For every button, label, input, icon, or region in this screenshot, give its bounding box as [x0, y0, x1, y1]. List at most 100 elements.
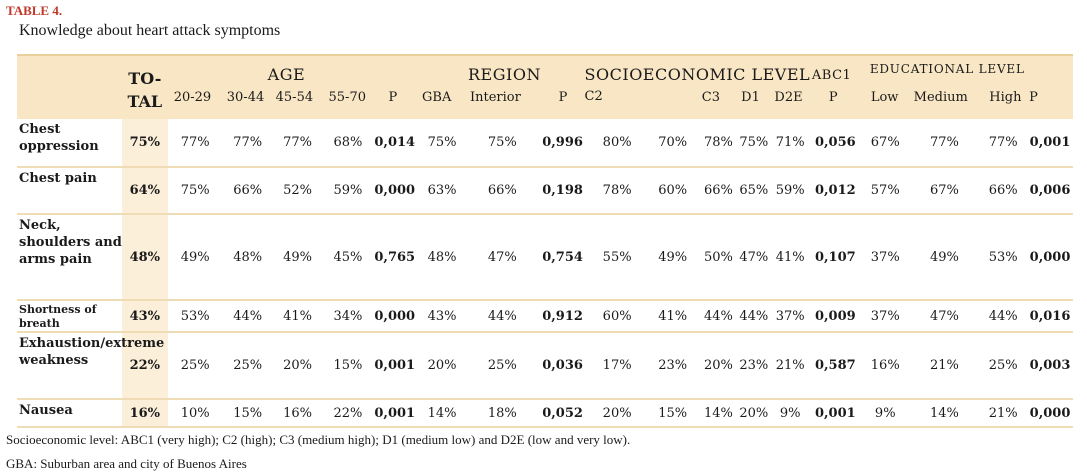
table-cell: 45%: [322, 214, 374, 301]
table-cell: 59%: [770, 167, 810, 215]
table-cell: 0,001: [373, 399, 417, 428]
col-socio-d1: D1: [741, 90, 760, 105]
col-age-45-54: 45-54: [275, 90, 314, 105]
table-cell: 20%: [416, 332, 468, 400]
table-cell: 52%: [272, 167, 323, 215]
table-cell: 0,001: [809, 399, 861, 428]
header-socio-p: ABC1 P: [809, 54, 861, 119]
table-cell: 47%: [909, 300, 980, 333]
table-cell: 44%: [737, 300, 771, 333]
table-cell: 50%: [699, 214, 738, 301]
table-cell: 0,000: [1027, 399, 1073, 428]
col-socio-c2: C2: [584, 89, 603, 104]
table-row: Shortness of breath 43% 53% 44% 41% 34% 0,000 4…: [17, 300, 1073, 333]
table-cell: 18%: [468, 399, 537, 428]
table-cell: 65%: [737, 167, 771, 215]
table-cell: 49%: [272, 214, 323, 301]
table-cell: 15%: [222, 399, 273, 428]
table-cell: 80%: [588, 119, 646, 168]
cell-total: 75%: [121, 119, 168, 168]
table-cell: 37%: [770, 300, 810, 333]
header-region-p: P: [536, 54, 589, 119]
header-age-2: 30-44: [222, 54, 273, 119]
table-cell: 21%: [770, 332, 810, 400]
row-label: Chest oppression: [17, 119, 122, 168]
table-cell: 67%: [860, 119, 910, 168]
table-cell: 0,198: [536, 167, 589, 215]
table-cell: 77%: [167, 119, 223, 168]
cell-total: 43%: [121, 300, 168, 333]
table-cell: 22%: [322, 399, 374, 428]
symptoms-table: TO- TAL 20-29 30-44 AGE 45-54 55-70 P GB…: [17, 54, 1073, 428]
table-cell: 66%: [699, 167, 738, 215]
table-cell: 0,001: [1027, 119, 1073, 168]
header-socio-3: C3: [699, 54, 738, 119]
cell-total: 48%: [121, 214, 168, 301]
table-cell: 37%: [860, 300, 910, 333]
table-cell: 16%: [272, 399, 323, 428]
row-label: Exhaustion/extreme weakness: [17, 332, 164, 400]
col-age-20-29: 20-29: [173, 90, 212, 105]
header-age-4: 55-70: [322, 54, 374, 119]
row-label: Neck, shoulders and arms pain: [17, 214, 122, 301]
table-row: Chest pain 64% 75% 66% 52% 59% 0,000 63% 66% 0,19…: [17, 167, 1073, 215]
cell-total: 16%: [121, 399, 168, 428]
table-cell: 77%: [272, 119, 323, 168]
table-cell: 47%: [737, 214, 771, 301]
table-cell: 21%: [909, 332, 980, 400]
table-cell: 0,000: [373, 167, 417, 215]
age-group-label: AGE: [267, 65, 306, 84]
table-cell: 0,006: [1027, 167, 1073, 215]
header-socio-4: D1: [737, 54, 771, 119]
table-cell: 67%: [909, 167, 980, 215]
table-cell: 37%: [860, 214, 910, 301]
row-label: Nausea: [17, 399, 122, 428]
table-cell: 10%: [167, 399, 223, 428]
col-age-30-44: 30-44: [226, 90, 265, 105]
header-age-3: AGE 45-54: [268, 54, 323, 119]
table-cell: 0,107: [809, 214, 861, 301]
col-socio-d2e: D2E: [774, 90, 803, 105]
header-total: TO- TAL: [121, 54, 168, 119]
table-cell: 44%: [222, 300, 273, 333]
table-cell: 44%: [979, 300, 1028, 333]
table-cell: 47%: [468, 214, 537, 301]
table-cell: 49%: [645, 214, 700, 301]
table-cell: 77%: [979, 119, 1028, 168]
header-age-p: P: [373, 54, 417, 119]
table-cell: 75%: [737, 119, 771, 168]
table-cell: 25%: [468, 332, 537, 400]
socio-abc1-label: ABC1: [811, 68, 852, 83]
table-cell: 0,754: [536, 214, 589, 301]
table-cell: 41%: [272, 300, 323, 333]
table-cell: 78%: [699, 119, 738, 168]
col-edu-high: High: [989, 90, 1022, 105]
table-cell: 53%: [979, 214, 1028, 301]
header-edu-p: P: [1027, 54, 1073, 119]
table-cell: 0,765: [373, 214, 417, 301]
table-cell: 71%: [770, 119, 810, 168]
table-cell: 48%: [416, 214, 468, 301]
col-region-interior: Interior: [470, 90, 521, 105]
table-cell: 0,003: [1027, 332, 1073, 400]
table-cell: 0,012: [809, 167, 861, 215]
col-age-p: P: [388, 90, 398, 105]
cell-total: 64%: [121, 167, 168, 215]
table-cell: 34%: [322, 300, 374, 333]
table-cell: 66%: [222, 167, 273, 215]
table-cell: 23%: [737, 332, 771, 400]
table-cell: 0,996: [536, 119, 589, 168]
row-label: Chest pain: [17, 167, 122, 215]
table-cell: 0,587: [809, 332, 861, 400]
col-age-55-70: 55-70: [328, 90, 366, 105]
table-cell: 0,016: [1027, 300, 1073, 333]
table-cell: 49%: [167, 214, 223, 301]
table-cell: 14%: [909, 399, 980, 428]
header-edu-3: High: [979, 54, 1028, 119]
socio-group-label: SOCIOECONOMIC LEVEL: [584, 65, 811, 84]
table-cell: 44%: [699, 300, 738, 333]
header-region-2: REGION Interior: [468, 54, 540, 119]
col-edu-low: Low: [870, 90, 899, 105]
col-region-p: P: [558, 90, 568, 105]
table-cell: 55%: [588, 214, 646, 301]
